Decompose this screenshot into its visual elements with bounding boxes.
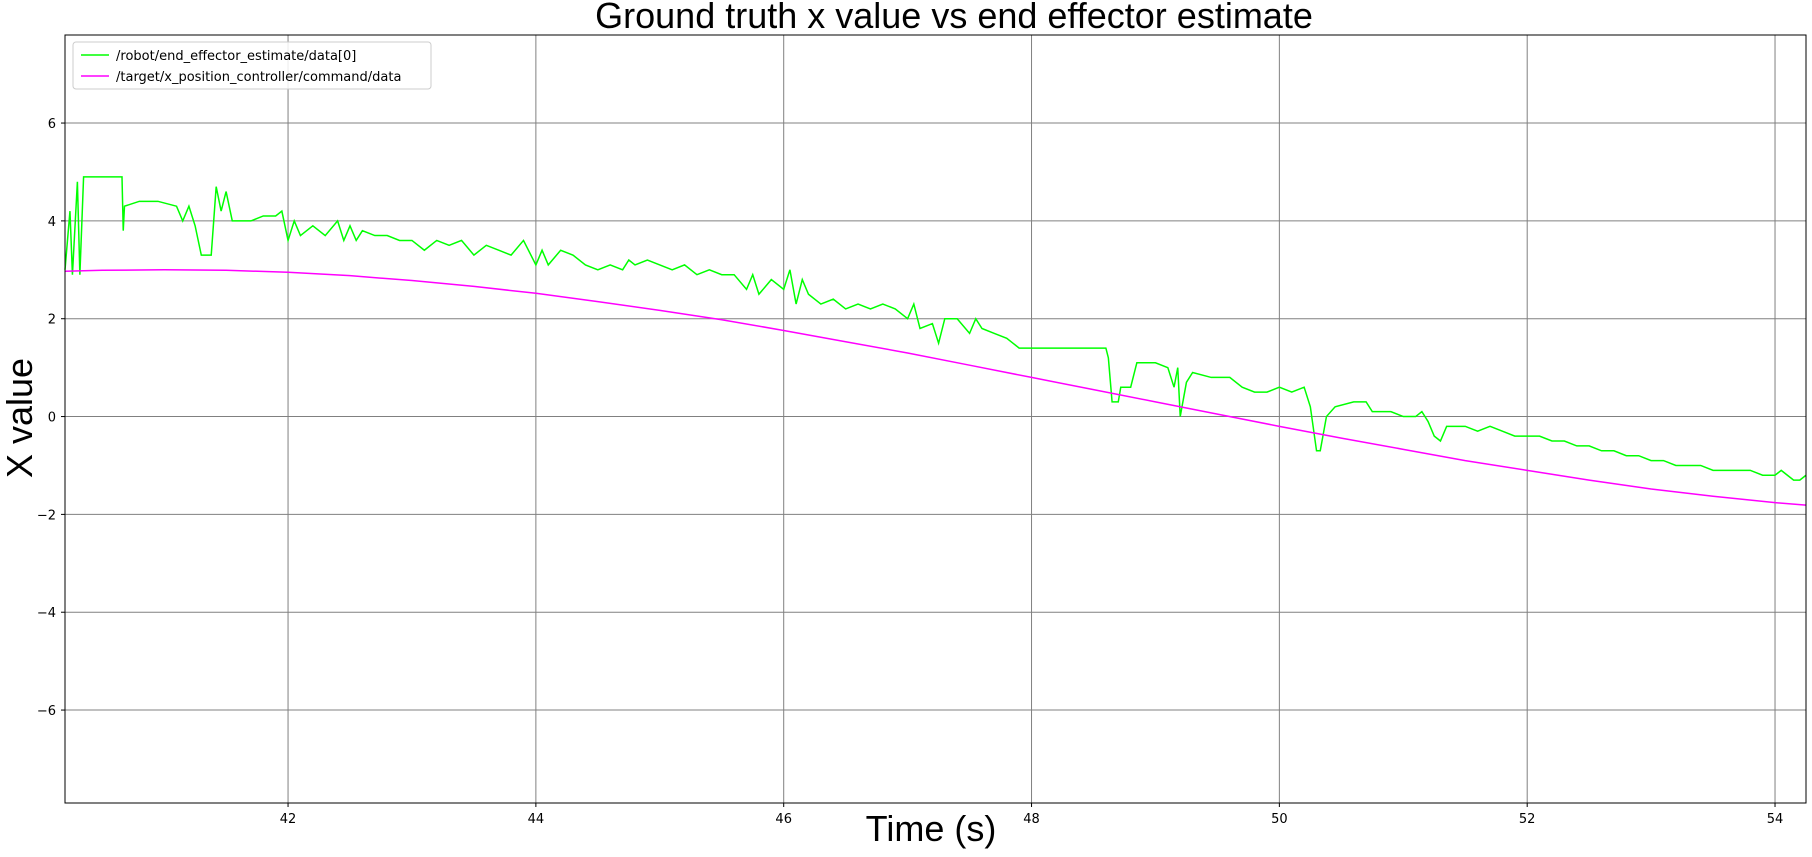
- legend: /robot/end_effector_estimate/data[0] /tar…: [72, 41, 432, 90]
- x-tick-label: 50: [1271, 812, 1288, 827]
- grid-layer: [65, 35, 1806, 803]
- x-tick-label: 42: [280, 812, 297, 827]
- legend-label: /target/x_position_controller/command/da…: [116, 70, 401, 85]
- series-layer: [64, 176, 1807, 506]
- y-tick-label: 6: [48, 117, 56, 132]
- legend-box: [72, 41, 432, 90]
- x-tick-label: 46: [775, 812, 792, 827]
- y-tick-label: −4: [37, 606, 56, 621]
- x-tick-label: 44: [528, 812, 545, 827]
- legend-label: /robot/end_effector_estimate/data[0]: [116, 49, 356, 64]
- chart-title: Ground truth x value vs end effector est…: [595, 0, 1313, 36]
- series-line-1: [64, 176, 1807, 481]
- series-line-2: [64, 269, 1807, 506]
- y-tick-label: −6: [37, 704, 56, 719]
- x-tick-label: 48: [1023, 812, 1040, 827]
- y-tick-label: 4: [48, 215, 56, 230]
- y-tick-label: 2: [48, 313, 56, 328]
- plot-frame: [64, 34, 1807, 804]
- y-tick-label: −2: [37, 508, 56, 523]
- y-tick-label: 0: [48, 411, 56, 426]
- y-axis-label: X value: [0, 358, 40, 478]
- x-axis-label: Time (s): [866, 808, 997, 849]
- x-tick-label: 54: [1767, 812, 1784, 827]
- x-tick-label: 52: [1519, 812, 1536, 827]
